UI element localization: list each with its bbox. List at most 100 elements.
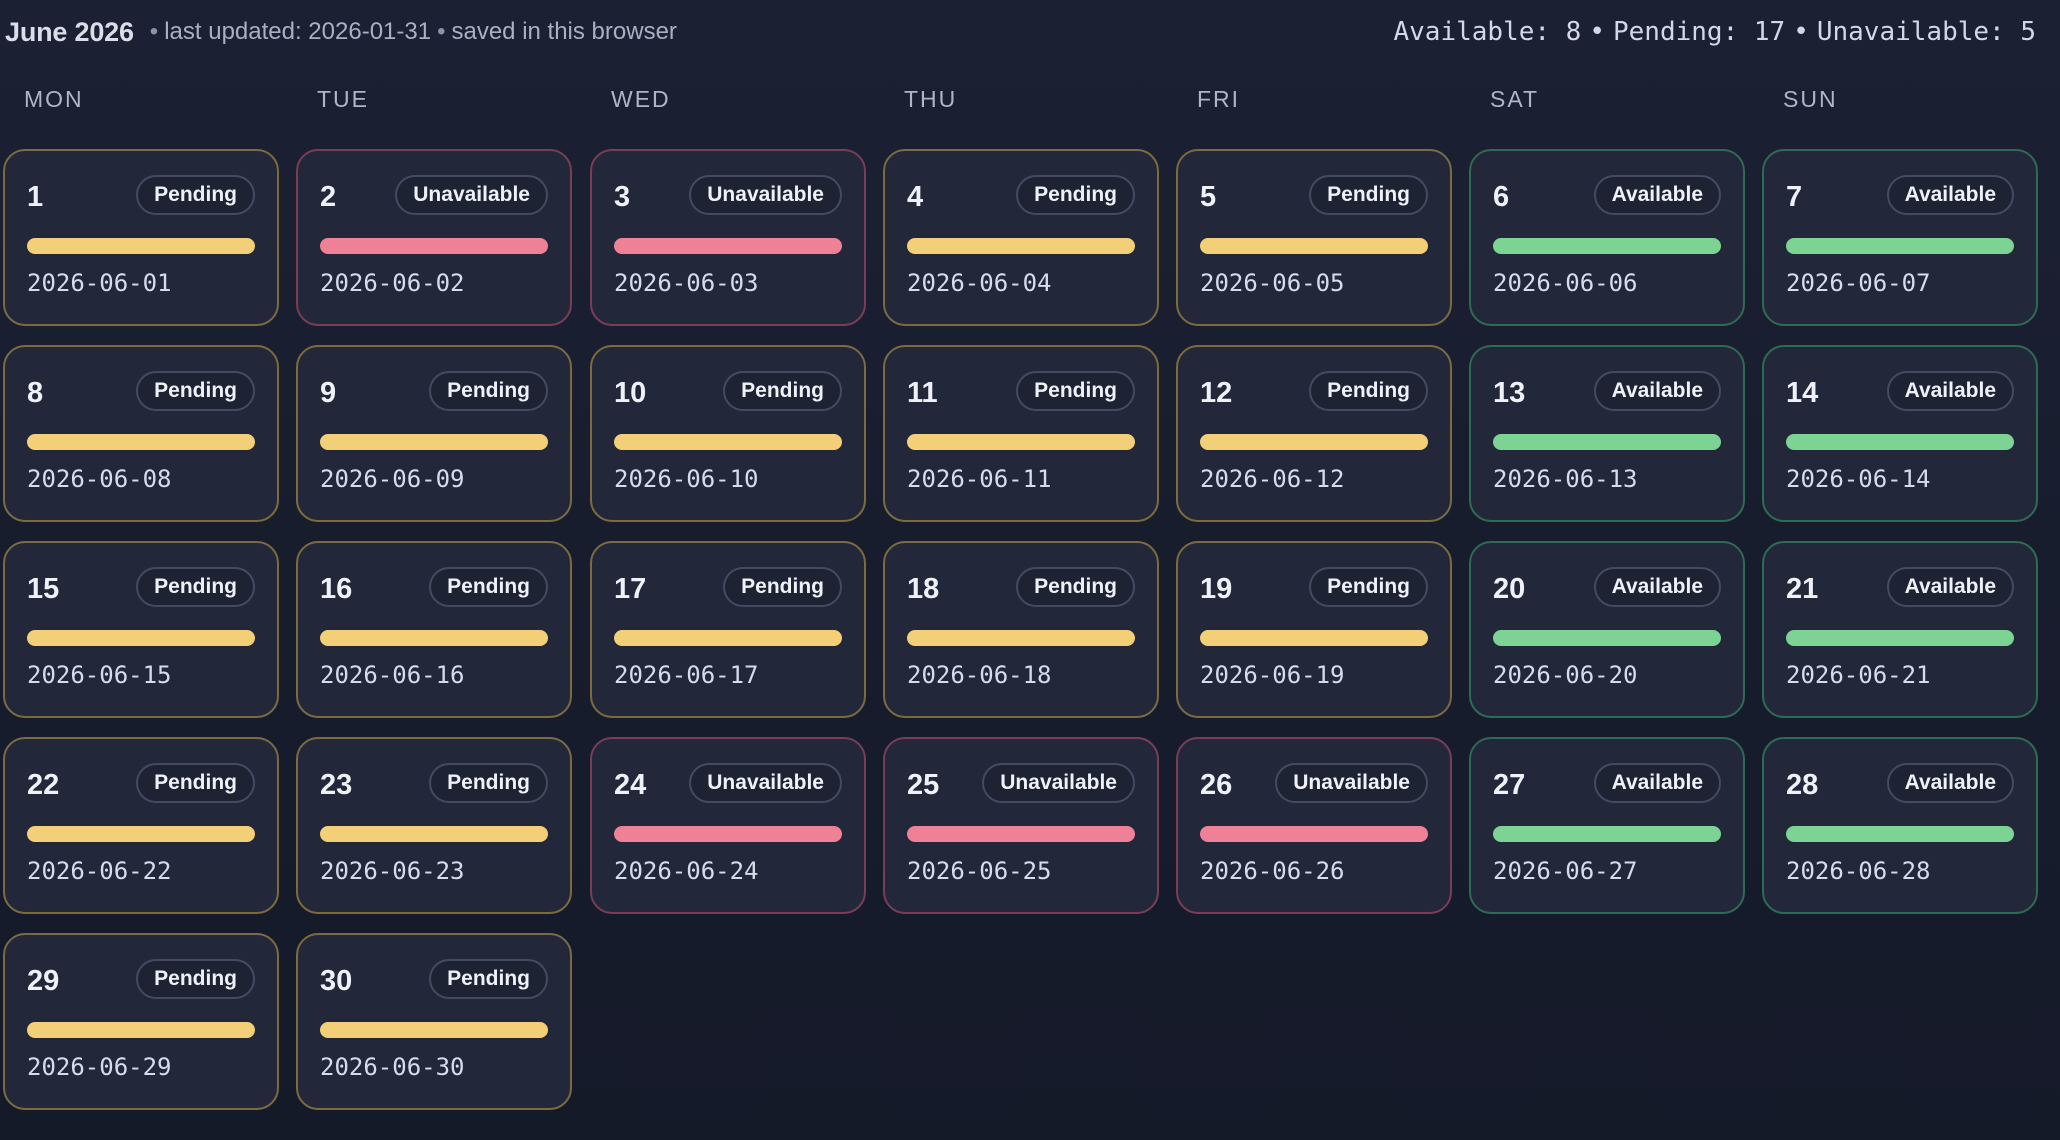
day-card-15[interactable]: 15 Pending 2026-06-15 xyxy=(3,541,279,718)
day-card-17[interactable]: 17 Pending 2026-06-17 xyxy=(590,541,866,718)
day-date: 2026-06-29 xyxy=(27,1053,172,1081)
weekday-tue: TUE xyxy=(317,86,369,112)
day-card-5[interactable]: 5 Pending 2026-06-05 xyxy=(1176,149,1452,326)
day-number: 15 xyxy=(27,573,60,605)
day-number: 28 xyxy=(1786,769,1819,801)
day-card-20[interactable]: 20 Available 2026-06-20 xyxy=(1469,541,1745,718)
status-bar xyxy=(1493,434,1721,450)
day-card-27[interactable]: 27 Available 2026-06-27 xyxy=(1469,737,1745,914)
day-number: 18 xyxy=(907,573,940,605)
status-badge: Available xyxy=(1886,175,2014,215)
unavailable-count: Unavailable: 5 xyxy=(1816,17,2036,47)
day-card-1[interactable]: 1 Pending 2026-06-01 xyxy=(3,149,279,326)
status-bar xyxy=(1200,238,1428,254)
day-date: 2026-06-11 xyxy=(907,465,1052,493)
day-number: 27 xyxy=(1493,769,1526,801)
day-card-16[interactable]: 16 Pending 2026-06-16 xyxy=(296,541,572,718)
day-date: 2026-06-09 xyxy=(320,465,465,493)
day-card-19[interactable]: 19 Pending 2026-06-19 xyxy=(1176,541,1452,718)
day-date: 2026-06-15 xyxy=(27,661,172,689)
day-card-22[interactable]: 22 Pending 2026-06-22 xyxy=(3,737,279,914)
day-number: 21 xyxy=(1786,573,1819,605)
day-card-26[interactable]: 26 Unavailable 2026-06-26 xyxy=(1176,737,1452,914)
status-bar xyxy=(1493,238,1721,254)
day-date: 2026-06-02 xyxy=(320,269,465,297)
day-date: 2026-06-13 xyxy=(1493,465,1638,493)
day-number: 8 xyxy=(27,377,44,409)
day-date: 2026-06-08 xyxy=(27,465,172,493)
status-badge: Pending xyxy=(429,763,548,803)
day-card-12[interactable]: 12 Pending 2026-06-12 xyxy=(1176,345,1452,522)
status-bar xyxy=(1786,826,2014,842)
status-bar xyxy=(614,238,842,254)
status-bar xyxy=(1786,434,2014,450)
day-date: 2026-06-17 xyxy=(614,661,759,689)
day-card-29[interactable]: 29 Pending 2026-06-29 xyxy=(3,933,279,1110)
status-badge: Available xyxy=(1886,371,2014,411)
status-badge: Pending xyxy=(1309,175,1428,215)
day-card-9[interactable]: 9 Pending 2026-06-09 xyxy=(296,345,572,522)
day-card-28[interactable]: 28 Available 2026-06-28 xyxy=(1762,737,2038,914)
saved-note-text: saved in this browser xyxy=(451,18,677,45)
day-card-7[interactable]: 7 Available 2026-06-07 xyxy=(1762,149,2038,326)
status-bar xyxy=(614,434,842,450)
header-bar: June 2026 • last updated: 2026-01-31 • save… xyxy=(5,12,2036,52)
day-card-30[interactable]: 30 Pending 2026-06-30 xyxy=(296,933,572,1110)
day-date: 2026-06-05 xyxy=(1200,269,1345,297)
day-card-3[interactable]: 3 Unavailable 2026-06-03 xyxy=(590,149,866,326)
day-card-24[interactable]: 24 Unavailable 2026-06-24 xyxy=(590,737,866,914)
day-card-23[interactable]: 23 Pending 2026-06-23 xyxy=(296,737,572,914)
day-card-25[interactable]: 25 Unavailable 2026-06-25 xyxy=(883,737,1159,914)
day-number: 19 xyxy=(1200,573,1233,605)
day-card-14[interactable]: 14 Available 2026-06-14 xyxy=(1762,345,2038,522)
status-badge: Unavailable xyxy=(395,175,548,215)
meta-separator: • xyxy=(149,18,159,45)
day-card-6[interactable]: 6 Available 2026-06-06 xyxy=(1469,149,1745,326)
day-number: 1 xyxy=(27,181,44,213)
day-number: 22 xyxy=(27,769,60,801)
status-bar xyxy=(1200,434,1428,450)
day-card-4[interactable]: 4 Pending 2026-06-04 xyxy=(883,149,1159,326)
weekday-sun: SUN xyxy=(1783,86,1838,112)
status-bar xyxy=(1493,826,1721,842)
day-number: 23 xyxy=(320,769,353,801)
day-number: 7 xyxy=(1786,181,1803,213)
day-card-21[interactable]: 21 Available 2026-06-21 xyxy=(1762,541,2038,718)
page-title: June 2026 xyxy=(5,16,134,47)
status-summary: Available: 8 • Pending: 17 • Unavailable: 5 xyxy=(1394,17,2037,47)
day-date: 2026-06-06 xyxy=(1493,269,1638,297)
status-badge: Pending xyxy=(1016,175,1135,215)
day-date: 2026-06-16 xyxy=(320,661,465,689)
day-date: 2026-06-18 xyxy=(907,661,1052,689)
day-date: 2026-06-20 xyxy=(1493,661,1638,689)
day-card-2[interactable]: 2 Unavailable 2026-06-02 xyxy=(296,149,572,326)
day-card-10[interactable]: 10 Pending 2026-06-10 xyxy=(590,345,866,522)
status-bar xyxy=(27,434,255,450)
status-bar xyxy=(1200,630,1428,646)
day-card-8[interactable]: 8 Pending 2026-06-08 xyxy=(3,345,279,522)
day-date: 2026-06-26 xyxy=(1200,857,1345,885)
day-date: 2026-06-21 xyxy=(1786,661,1931,689)
status-badge: Unavailable xyxy=(1275,763,1428,803)
status-bar xyxy=(320,1022,548,1038)
day-date: 2026-06-28 xyxy=(1786,857,1931,885)
day-card-11[interactable]: 11 Pending 2026-06-11 xyxy=(883,345,1159,522)
day-number: 5 xyxy=(1200,181,1217,213)
day-number: 12 xyxy=(1200,377,1233,409)
status-bar xyxy=(27,238,255,254)
status-badge: Pending xyxy=(136,763,255,803)
weekday-mon: MON xyxy=(24,86,84,112)
day-card-13[interactable]: 13 Available 2026-06-13 xyxy=(1469,345,1745,522)
day-card-18[interactable]: 18 Pending 2026-06-18 xyxy=(883,541,1159,718)
status-badge: Pending xyxy=(1309,371,1428,411)
day-number: 3 xyxy=(614,181,631,213)
status-badge: Pending xyxy=(1016,567,1135,607)
status-badge: Pending xyxy=(136,567,255,607)
status-bar xyxy=(320,434,548,450)
day-date: 2026-06-22 xyxy=(27,857,172,885)
status-badge: Unavailable xyxy=(689,175,842,215)
status-badge: Unavailable xyxy=(689,763,842,803)
weekday-wed: WED xyxy=(611,86,671,112)
status-bar xyxy=(1200,826,1428,842)
status-bar xyxy=(1493,630,1721,646)
